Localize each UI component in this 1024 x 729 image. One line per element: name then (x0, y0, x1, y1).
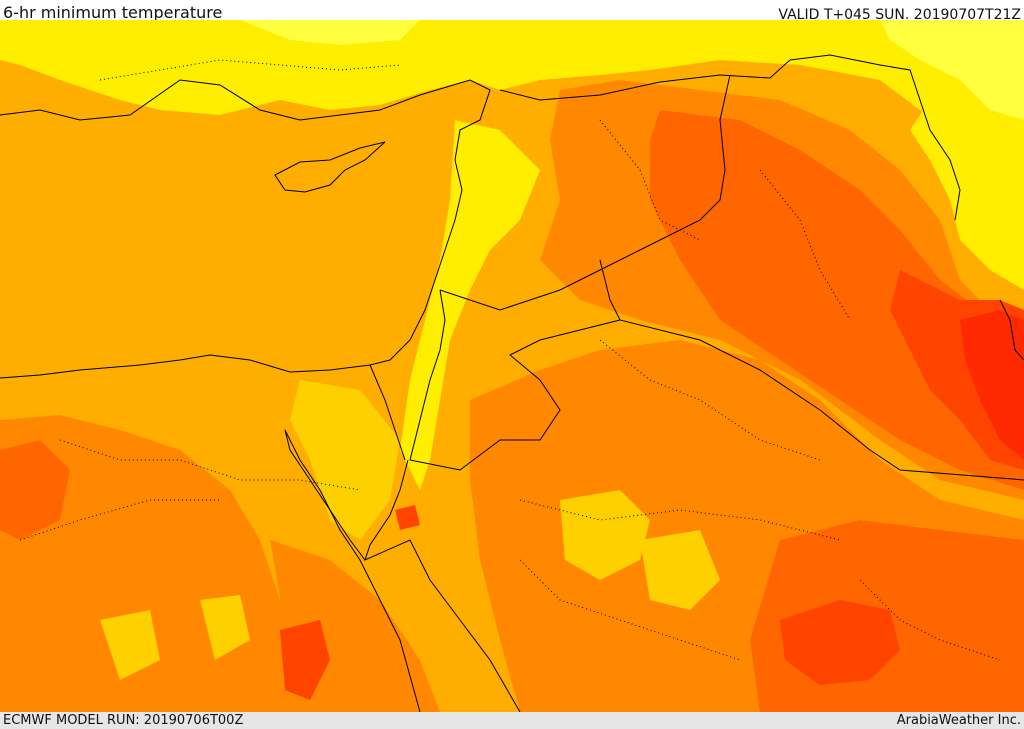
valid-time: VALID T+045 SUN. 20190707T21Z (778, 7, 1021, 23)
temperature-map[interactable] (0, 20, 1024, 712)
model-run-label: ECMWF MODEL RUN: 20190706T00Z (3, 713, 244, 728)
yellow-zone-sinai (290, 380, 400, 540)
red-orange-zone-redsea (280, 620, 330, 700)
yellow-orange-patch-2 (640, 530, 720, 610)
red-zone-kuwait (960, 310, 1024, 460)
coastlines (0, 79, 1024, 712)
red-orange-zone-riyadh (780, 600, 900, 685)
dark-orange-zone-egypt (0, 440, 70, 540)
light-yellow-zone-north (240, 20, 420, 45)
credit-label: ArabiaWeather Inc. (896, 713, 1021, 728)
light-yellow-zone-northeast (880, 20, 1024, 120)
yellow-orange-patch-1 (560, 490, 650, 580)
province-boundaries (19, 59, 1001, 661)
yellow-zone-levant (400, 120, 540, 490)
footer-bar: ECMWF MODEL RUN: 20190706T00Z ArabiaWeat… (0, 712, 1024, 729)
header-bar: 6-hr minimum temperature VALID T+045 SUN… (0, 0, 1024, 23)
yellow-orange-patch-4 (200, 595, 250, 660)
country-borders (369, 54, 1024, 481)
dark-orange-zone-iraq (650, 110, 1024, 490)
red-orange-zone-aqaba (395, 505, 420, 530)
yellow-orange-patch-3 (100, 610, 160, 680)
yellow-zone-north (0, 20, 1024, 170)
yellow-zone-zagros (910, 100, 1024, 290)
map-title: 6-hr minimum temperature (3, 3, 223, 22)
